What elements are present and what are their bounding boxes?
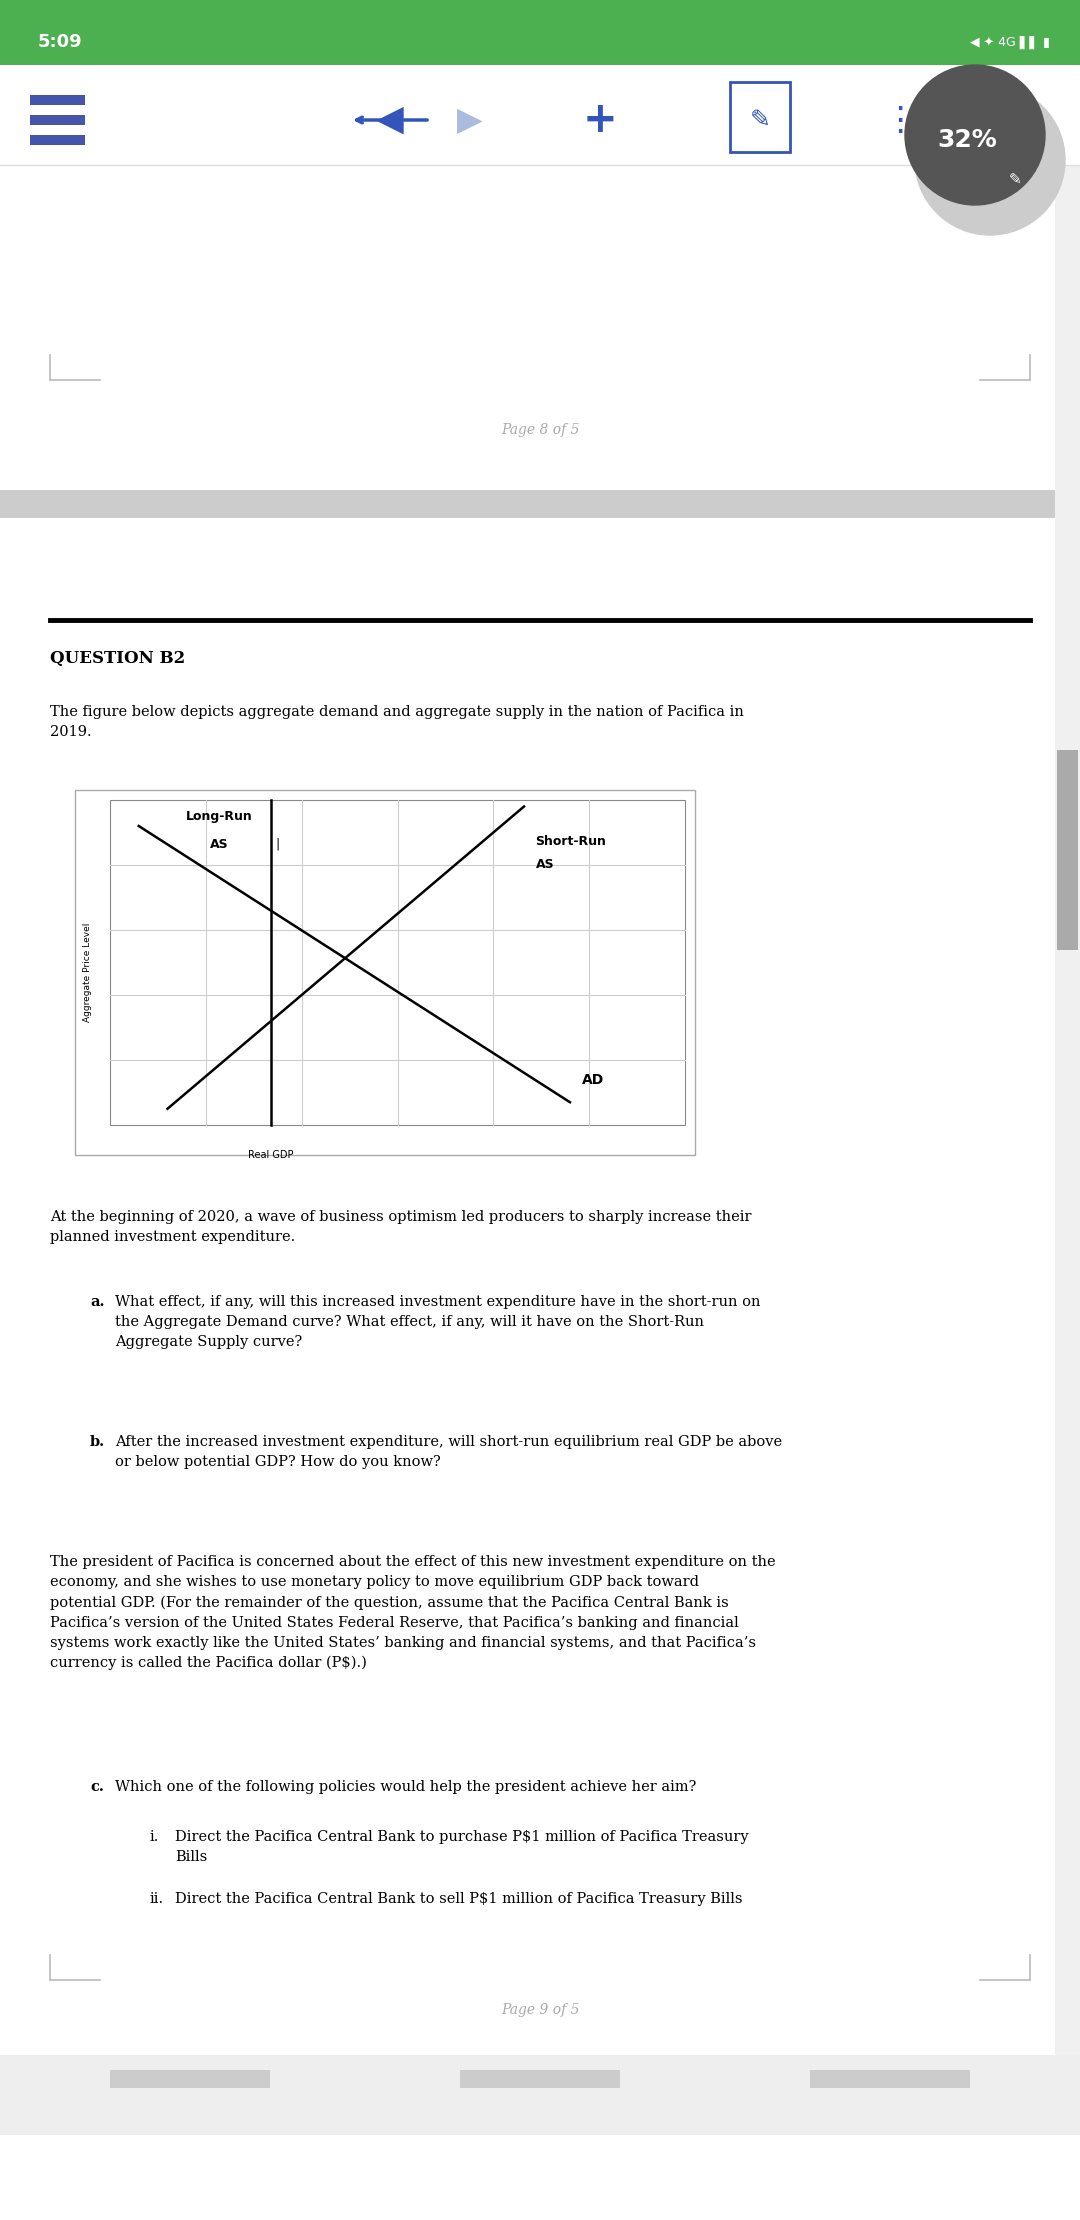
Text: What effect, if any, will this increased investment expenditure have in the shor: What effect, if any, will this increased… — [114, 1294, 760, 1350]
Text: Page 8 of 5: Page 8 of 5 — [501, 424, 579, 437]
Text: Direct the Pacifica Central Bank to sell P$1 million of Pacifica Treasury Bills: Direct the Pacifica Central Bank to sell… — [175, 1891, 743, 1907]
Text: +: + — [582, 100, 618, 142]
Text: ◀: ◀ — [376, 102, 404, 138]
Bar — [460, 2069, 620, 2089]
Bar — [730, 82, 789, 151]
Bar — [0, 491, 1080, 517]
Bar — [75, 790, 696, 1154]
Text: Direct the Pacifica Central Bank to purchase P$1 million of Pacifica Treasury
Bi: Direct the Pacifica Central Bank to purc… — [175, 1829, 748, 1865]
Text: The president of Pacifica is concerned about the effect of this new investment e: The president of Pacifica is concerned a… — [50, 1554, 775, 1669]
Text: The figure below depicts aggregate demand and aggregate supply in the nation of : The figure below depicts aggregate deman… — [50, 706, 744, 739]
Text: Short-Run: Short-Run — [536, 835, 606, 848]
Text: Real GDP: Real GDP — [248, 1150, 294, 1161]
Bar — [30, 115, 85, 124]
Text: ii.: ii. — [150, 1891, 164, 1907]
Bar — [30, 135, 85, 144]
Bar — [0, 0, 1080, 64]
Circle shape — [915, 84, 1065, 235]
Text: ▶: ▶ — [457, 104, 483, 135]
Text: Aggregate Price Level: Aggregate Price Level — [82, 924, 92, 1021]
Bar — [0, 2056, 1080, 2136]
Text: QUESTION B2: QUESTION B2 — [50, 650, 186, 666]
Text: c.: c. — [90, 1780, 104, 1794]
Text: b.: b. — [90, 1434, 105, 1450]
Text: ⋮: ⋮ — [883, 104, 917, 135]
Text: ✎: ✎ — [750, 109, 770, 131]
Bar — [30, 95, 85, 104]
Text: Which one of the following policies would help the president achieve her aim?: Which one of the following policies woul… — [114, 1780, 697, 1794]
Bar — [110, 799, 685, 1126]
Text: AD: AD — [581, 1072, 604, 1086]
Text: 32%: 32% — [937, 129, 997, 151]
Text: AS: AS — [536, 857, 554, 870]
Bar — [1057, 750, 1078, 950]
Text: AS: AS — [210, 837, 229, 850]
Bar — [0, 64, 1080, 164]
Text: Long-Run: Long-Run — [186, 810, 253, 824]
Bar — [810, 2069, 970, 2089]
Text: ✎: ✎ — [1009, 173, 1022, 186]
Text: After the increased investment expenditure, will short-run equilibrium real GDP : After the increased investment expenditu… — [114, 1434, 782, 1470]
Bar — [110, 2069, 270, 2089]
Text: At the beginning of 2020, a wave of business optimism led producers to sharply i: At the beginning of 2020, a wave of busi… — [50, 1210, 752, 1243]
Text: 5:09: 5:09 — [38, 33, 83, 51]
Text: |: | — [275, 837, 280, 850]
Text: Page 9 of 5: Page 9 of 5 — [501, 2002, 579, 2018]
Text: ◀ ✦ 4G ▌▌ ▮: ◀ ✦ 4G ▌▌ ▮ — [970, 36, 1050, 49]
Bar — [1055, 164, 1080, 2056]
Circle shape — [905, 64, 1045, 204]
Text: a.: a. — [90, 1294, 105, 1310]
Text: i.: i. — [150, 1829, 160, 1845]
